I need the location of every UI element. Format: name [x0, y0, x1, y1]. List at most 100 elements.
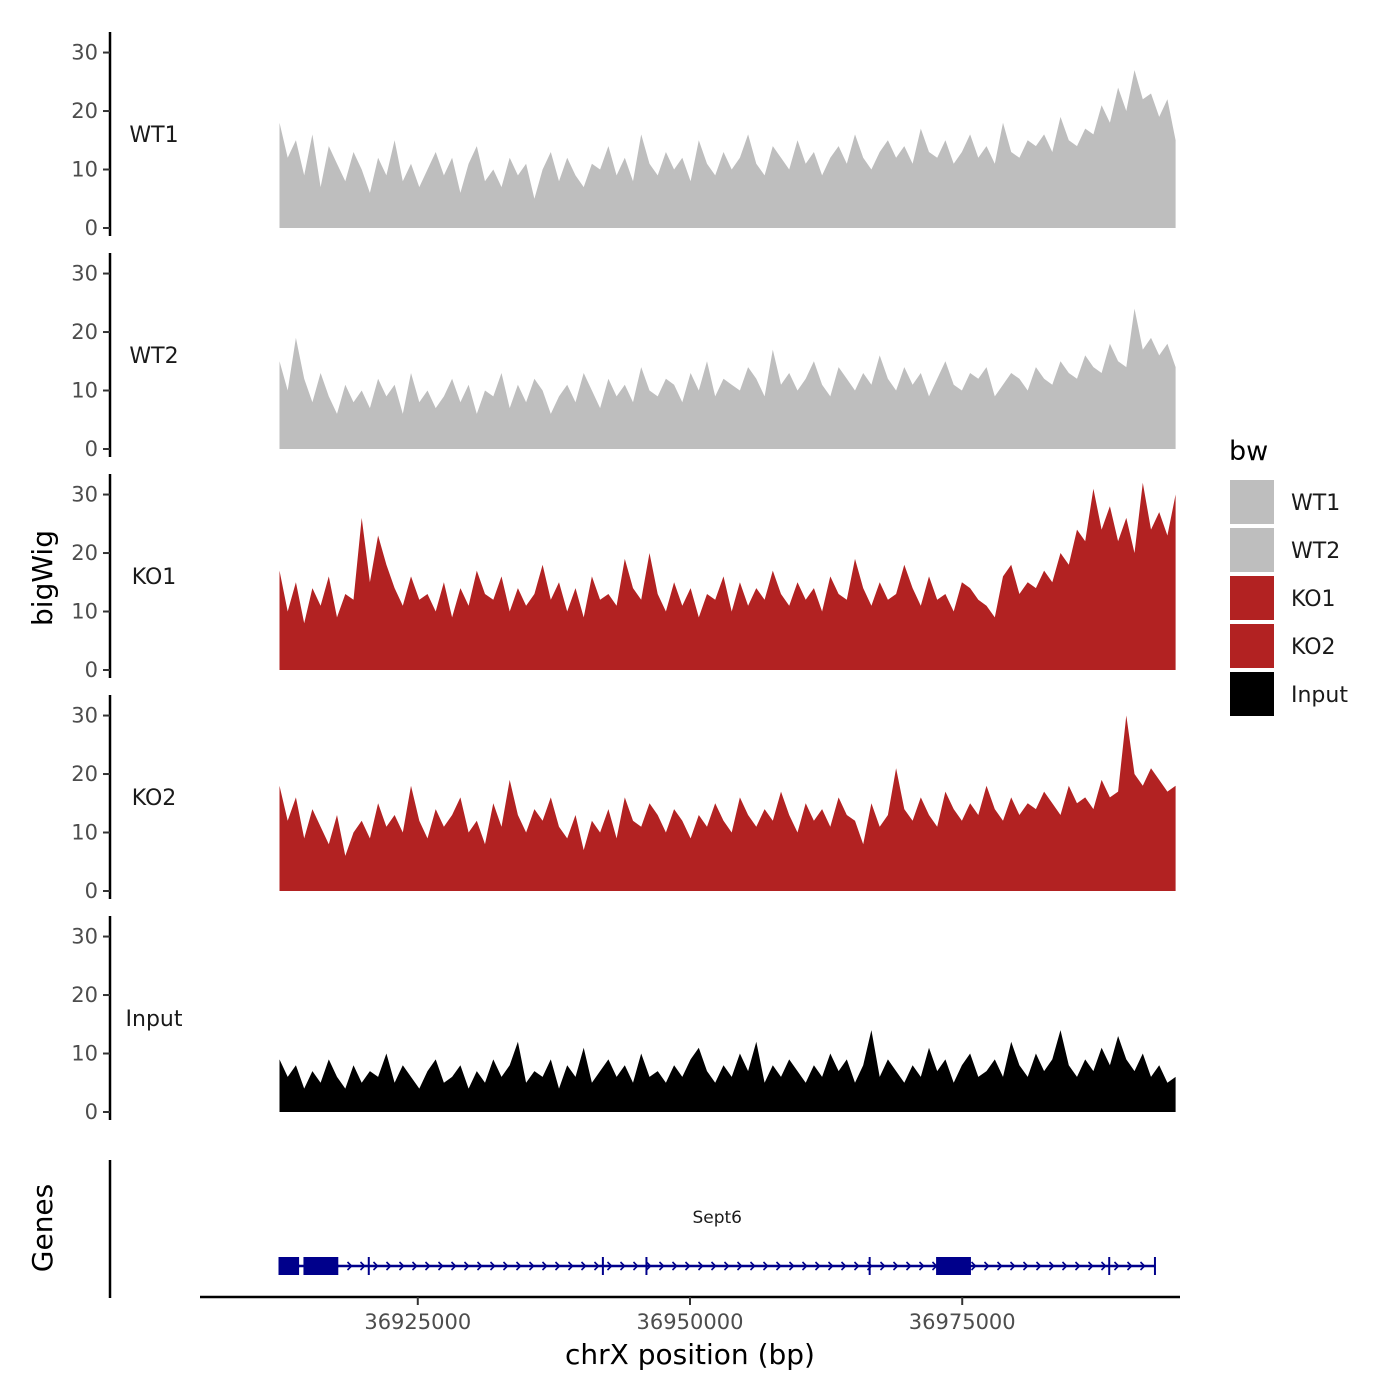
y-tick-label: 10 [71, 821, 98, 845]
strand-arrow [827, 1261, 834, 1271]
y-tick-label: 0 [85, 437, 98, 461]
strand-arrow [775, 1261, 782, 1271]
strand-arrow [541, 1261, 548, 1271]
gene-sept6: Sept6 [278, 1208, 1156, 1275]
signal-area-wt2 [279, 308, 1176, 449]
strand-arrow [1035, 1261, 1042, 1271]
track-wt2: 0 10 20 30 WT2 [71, 253, 1176, 461]
track-ko2: 0 10 20 30 KO2 [71, 695, 1176, 903]
strand-arrow [736, 1261, 743, 1271]
strand-arrow [1074, 1261, 1081, 1271]
signal-area-ko1 [279, 482, 1176, 670]
legend-label: KO2 [1291, 635, 1336, 660]
x-axis-title: chrX position (bp) [565, 1338, 815, 1371]
x-tick-label: 36975000 [909, 1310, 1016, 1334]
y-tick-label: 20 [71, 320, 98, 344]
y-tick-label: 0 [85, 658, 98, 682]
track-label-wt2: WT2 [129, 344, 178, 369]
strand-arrow [411, 1261, 418, 1271]
track-label-ko1: KO1 [132, 565, 177, 590]
exon-block [279, 1257, 300, 1275]
y-tick-label: 30 [71, 925, 98, 949]
strand-arrow [593, 1261, 600, 1271]
legend-item-wt1: WT1 [1230, 480, 1340, 524]
strand-arrow [996, 1261, 1003, 1271]
legend-label: Input [1291, 683, 1348, 708]
legend-swatch [1230, 672, 1274, 716]
legend-swatch [1230, 480, 1274, 524]
legend-label: WT1 [1291, 491, 1340, 516]
y-tick-label: 0 [85, 216, 98, 240]
strand-arrow [762, 1261, 769, 1271]
strand-arrow [385, 1261, 392, 1271]
gene-panel: Sept6 [108, 1160, 1156, 1298]
exon-block [936, 1257, 971, 1275]
strand-arrow [346, 1261, 353, 1271]
strand-arrow [463, 1261, 470, 1271]
x-tick-label: 36950000 [637, 1310, 744, 1334]
legend-title: bw [1229, 436, 1268, 467]
y-tick-label: 30 [71, 483, 98, 507]
y-tick-label: 20 [71, 762, 98, 786]
legend-item-ko1: KO1 [1230, 576, 1336, 620]
strand-arrow [723, 1261, 730, 1271]
exon-block [303, 1257, 339, 1275]
strand-arrow [437, 1261, 444, 1271]
strand-arrow [879, 1261, 886, 1271]
strand-arrow [801, 1261, 808, 1271]
y-tick-label: 20 [71, 541, 98, 565]
genes-axis-title: Genes [26, 1184, 59, 1272]
strand-arrow [450, 1261, 457, 1271]
strand-arrow [398, 1261, 405, 1271]
x-axis: 36925000 36950000 36975000 [200, 1295, 1180, 1334]
strand-arrow [619, 1261, 626, 1271]
y-tick-label: 30 [71, 41, 98, 65]
track-input: 0 10 20 30 Input [71, 916, 1176, 1124]
strand-arrow [528, 1261, 535, 1271]
strand-arrow [359, 1261, 366, 1271]
strand-arrow [1100, 1261, 1107, 1271]
x-tick-label: 36925000 [364, 1310, 471, 1334]
y-tick-label: 30 [71, 262, 98, 286]
strand-arrow [892, 1261, 899, 1271]
legend-item-ko2: KO2 [1230, 624, 1336, 668]
legend-item-wt2: WT2 [1230, 528, 1340, 572]
y-tick-label: 30 [71, 704, 98, 728]
y-tick-label: 0 [85, 879, 98, 903]
strand-arrow [424, 1261, 431, 1271]
track-label-wt1: WT1 [129, 123, 178, 148]
legend-items: WT1 WT2 KO1 KO2 Input [1230, 480, 1348, 716]
y-tick-label: 10 [71, 1042, 98, 1066]
strand-arrow [710, 1261, 717, 1271]
track-wt1: 0 10 20 30 WT1 [71, 32, 1176, 240]
strand-arrow [697, 1261, 704, 1271]
strand-arrow [645, 1261, 652, 1271]
strand-arrow [1113, 1261, 1120, 1271]
strand-arrow [749, 1261, 756, 1271]
strand-arrow [814, 1261, 821, 1271]
legend-swatch [1230, 528, 1274, 572]
strand-arrow [1087, 1261, 1094, 1271]
legend: bw WT1 WT2 KO1 KO2 Input [1229, 436, 1348, 716]
strand-arrow [632, 1261, 639, 1271]
strand-arrow [372, 1261, 379, 1271]
strand-arrow [1048, 1261, 1055, 1271]
strand-arrow [1022, 1261, 1029, 1271]
strand-arrow [1061, 1261, 1068, 1271]
y-axis-title: bigWig [26, 530, 59, 626]
strand-arrow [567, 1261, 574, 1271]
legend-swatch [1230, 576, 1274, 620]
strand-arrow [476, 1261, 483, 1271]
strand-arrow [489, 1261, 496, 1271]
strand-arrow [606, 1261, 613, 1271]
y-tick-label: 10 [71, 158, 98, 182]
signal-area-ko2 [279, 715, 1176, 891]
signal-tracks: 0 10 20 30 WT1 0 10 20 30 WT2 0 10 20 30 KO1 0 10 20 30 KO2… [71, 32, 1176, 1124]
strand-arrow [658, 1261, 665, 1271]
strand-arrow [918, 1261, 925, 1271]
strand-arrow [1126, 1261, 1133, 1271]
y-tick-label: 10 [71, 379, 98, 403]
strand-arrow [515, 1261, 522, 1271]
legend-label: KO1 [1291, 587, 1336, 612]
